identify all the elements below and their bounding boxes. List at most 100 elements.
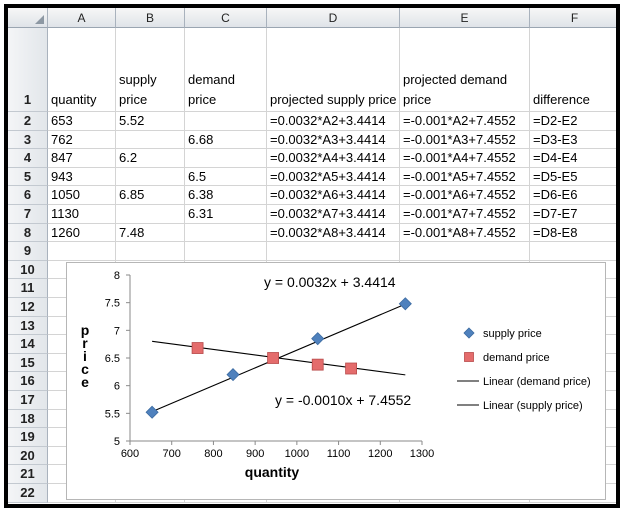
cell-f1[interactable]: difference	[530, 28, 616, 112]
cell-d8[interactable]: =0.0032*A8+3.4414	[267, 223, 400, 243]
cell-a1[interactable]: quantity	[48, 28, 116, 112]
row-header-21[interactable]: 21	[8, 465, 48, 484]
legend-demand-marker	[464, 352, 474, 362]
row-header-11[interactable]: 11	[8, 279, 48, 298]
cell-b6[interactable]: 6.85	[116, 186, 185, 205]
cell-c9[interactable]	[185, 242, 267, 261]
row-header-6[interactable]: 6	[8, 186, 48, 205]
cell-c6[interactable]: 6.38	[185, 186, 267, 205]
column-header-e[interactable]: E	[400, 8, 530, 28]
row-header-10[interactable]: 10	[8, 260, 48, 280]
supply-point[interactable]	[226, 368, 240, 382]
row-header-9[interactable]: 9	[8, 242, 48, 261]
cell-f3[interactable]: =D3-E3	[530, 131, 616, 150]
y-tick-label: 7	[114, 325, 120, 337]
cell-e3[interactable]: =-0.001*A3+7.4552	[400, 130, 530, 150]
cell-c2[interactable]	[185, 112, 267, 131]
cell-e6[interactable]: =-0.001*A6+7.4552	[400, 186, 530, 205]
cell-f2[interactable]: =D2-E2	[530, 112, 616, 131]
cell-f6[interactable]: =D6-E6	[530, 186, 616, 205]
cell-a4[interactable]: 847	[48, 149, 116, 168]
row-header-18[interactable]: 18	[8, 409, 48, 429]
cell-d9[interactable]	[267, 242, 400, 261]
cell-e4[interactable]: =-0.001*A4+7.4552	[400, 149, 530, 168]
row-header-7[interactable]: 7	[8, 205, 48, 224]
cell-e8[interactable]: =-0.001*A8+7.4552	[400, 223, 530, 243]
cell-a6[interactable]: 1050	[48, 186, 116, 205]
cell-f9[interactable]	[530, 242, 616, 261]
cell-a2[interactable]: 653	[48, 112, 116, 131]
row-header-14[interactable]: 14	[8, 335, 48, 354]
cell-d6[interactable]: =0.0032*A6+3.4414	[267, 186, 400, 205]
cell-f4[interactable]: =D4-E4	[530, 149, 616, 168]
x-axis-title: quantity	[245, 464, 300, 480]
legend-demand-trend-label: Linear (demand price)	[483, 376, 591, 388]
column-header-a[interactable]: A	[48, 8, 116, 28]
row-header-20[interactable]: 20	[8, 446, 48, 466]
cell-d3[interactable]: =0.0032*A3+3.4414	[267, 130, 400, 150]
cell-e7[interactable]: =-0.001*A7+7.4552	[400, 205, 530, 224]
row-header-13[interactable]: 13	[8, 316, 48, 336]
row-header-17[interactable]: 17	[8, 391, 48, 410]
cell-e5[interactable]: =-0.001*A5+7.4552	[400, 167, 530, 187]
row-header-16[interactable]: 16	[8, 372, 48, 391]
column-header-d[interactable]: D	[267, 8, 400, 28]
supply-point[interactable]	[398, 297, 412, 311]
cell-b7[interactable]	[116, 205, 185, 224]
cell-f7[interactable]: =D7-E7	[530, 205, 616, 224]
cell-c1[interactable]: demand price	[185, 28, 267, 112]
x-tick-label: 600	[121, 448, 139, 460]
cell-d5[interactable]: =0.0032*A5+3.4414	[267, 167, 400, 187]
cell-d4[interactable]: =0.0032*A4+3.4414	[267, 149, 400, 168]
cell-c5[interactable]: 6.5	[185, 167, 267, 187]
row-header-12[interactable]: 12	[8, 298, 48, 317]
demand-point[interactable]	[311, 358, 324, 371]
select-all-corner[interactable]	[8, 8, 48, 28]
cell-a3[interactable]: 762	[48, 130, 116, 150]
demand-point[interactable]	[345, 362, 357, 375]
scatter-chart[interactable]: 600 700 800 900 1000 1100 1200 1300 5 5.5 6 6.5 7 7.5…	[66, 262, 606, 500]
row-header-1[interactable]: 1	[8, 28, 48, 112]
cell-b9[interactable]	[116, 242, 185, 261]
cell-e2[interactable]: =-0.001*A2+7.4552	[400, 112, 530, 131]
cell-c8[interactable]	[185, 223, 267, 243]
row-header-5[interactable]: 5	[8, 167, 48, 187]
row-header-3[interactable]: 3	[8, 130, 48, 150]
cell-a9[interactable]	[48, 242, 116, 261]
cell-c7[interactable]: 6.31	[185, 205, 267, 224]
cell-d2[interactable]: =0.0032*A2+3.4414	[267, 112, 400, 131]
column-header-c[interactable]: C	[185, 8, 267, 28]
cell-b5[interactable]	[116, 167, 185, 187]
cell-f22[interactable]	[530, 484, 616, 503]
supply-point[interactable]	[311, 332, 325, 346]
row-header-8[interactable]: 8	[8, 223, 48, 243]
cell-c3[interactable]: 6.68	[185, 130, 267, 150]
cell-f8[interactable]: =D8-E8	[530, 224, 616, 243]
cell-e9[interactable]	[400, 242, 530, 261]
cell-a5[interactable]: 943	[48, 167, 116, 187]
cell-b2[interactable]: 5.52	[116, 112, 185, 131]
column-header-b[interactable]: B	[116, 8, 185, 28]
cell-a8[interactable]: 1260	[48, 223, 116, 243]
row-header-15[interactable]: 15	[8, 353, 48, 373]
row-header-22[interactable]: 22	[8, 484, 48, 503]
cell-d7[interactable]: =0.0032*A7+3.4414	[267, 205, 400, 224]
supply-point[interactable]	[145, 405, 159, 419]
cell-f5[interactable]: =D5-E5	[530, 168, 616, 187]
cell-b1[interactable]: supply price	[116, 28, 185, 112]
row-header-19[interactable]: 19	[8, 428, 48, 447]
row-header-2[interactable]: 2	[8, 112, 48, 131]
cell-b8[interactable]: 7.48	[116, 223, 185, 243]
cell-a7[interactable]: 1130	[48, 205, 116, 224]
cell-e1[interactable]: projected demand price	[400, 28, 530, 112]
cell-b3[interactable]	[116, 130, 185, 150]
cell-d1[interactable]: projected supply price	[267, 28, 400, 112]
column-header-f[interactable]: F	[530, 8, 616, 28]
cell-c4[interactable]	[185, 149, 267, 168]
legend-supply-marker	[463, 327, 475, 339]
demand-point[interactable]	[267, 352, 279, 364]
cell-b4[interactable]: 6.2	[116, 149, 185, 168]
row-header-4[interactable]: 4	[8, 149, 48, 168]
demand-point[interactable]	[191, 342, 204, 354]
